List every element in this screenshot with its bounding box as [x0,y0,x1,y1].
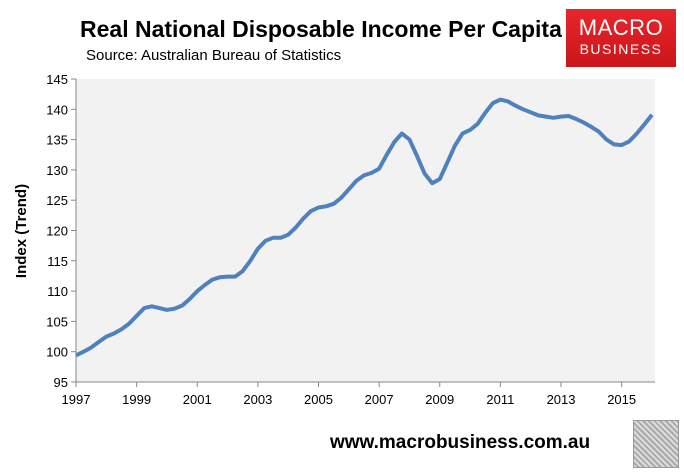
macrobusiness-logo: MACRO BUSINESS [566,9,676,67]
x-tick-label: 2009 [425,392,454,407]
x-tick-label: 1999 [122,392,151,407]
x-tick-label: 2011 [486,392,514,407]
chart-title: Real National Disposable Income Per Capi… [80,16,562,42]
x-tick-label: 2013 [547,392,576,407]
logo-line1: MACRO [578,15,664,40]
y-tick-label: 130 [46,163,68,178]
y-tick-label: 125 [46,193,68,208]
x-tick-label: 1997 [62,392,91,407]
y-axis-label: Index (Trend) [13,184,30,278]
y-tick-label: 110 [47,284,68,299]
logo-line2: BUSINESS [579,41,663,57]
y-tick-label: 105 [46,314,68,329]
plot-area [76,79,655,382]
y-tick-label: 135 [46,133,68,148]
y-tick-label: 140 [46,102,68,117]
x-tick-label: 2003 [243,392,272,407]
y-tick-label: 95 [54,375,68,390]
y-tick-label: 145 [46,72,68,87]
y-tick-label: 100 [46,345,68,360]
chart-subtitle: Source: Australian Bureau of Statistics [86,47,342,64]
footer-url: www.macrobusiness.com.au [330,432,591,453]
wolf-logo-image [633,420,679,468]
series-line [75,97,654,358]
y-tick-label: 120 [46,224,68,239]
x-tick-label: 2005 [304,392,333,407]
x-tick-label: 2001 [183,392,212,407]
x-tick-label: 2007 [365,392,394,407]
y-tick-label: 115 [47,254,68,269]
x-tick-label: 2015 [607,392,636,407]
